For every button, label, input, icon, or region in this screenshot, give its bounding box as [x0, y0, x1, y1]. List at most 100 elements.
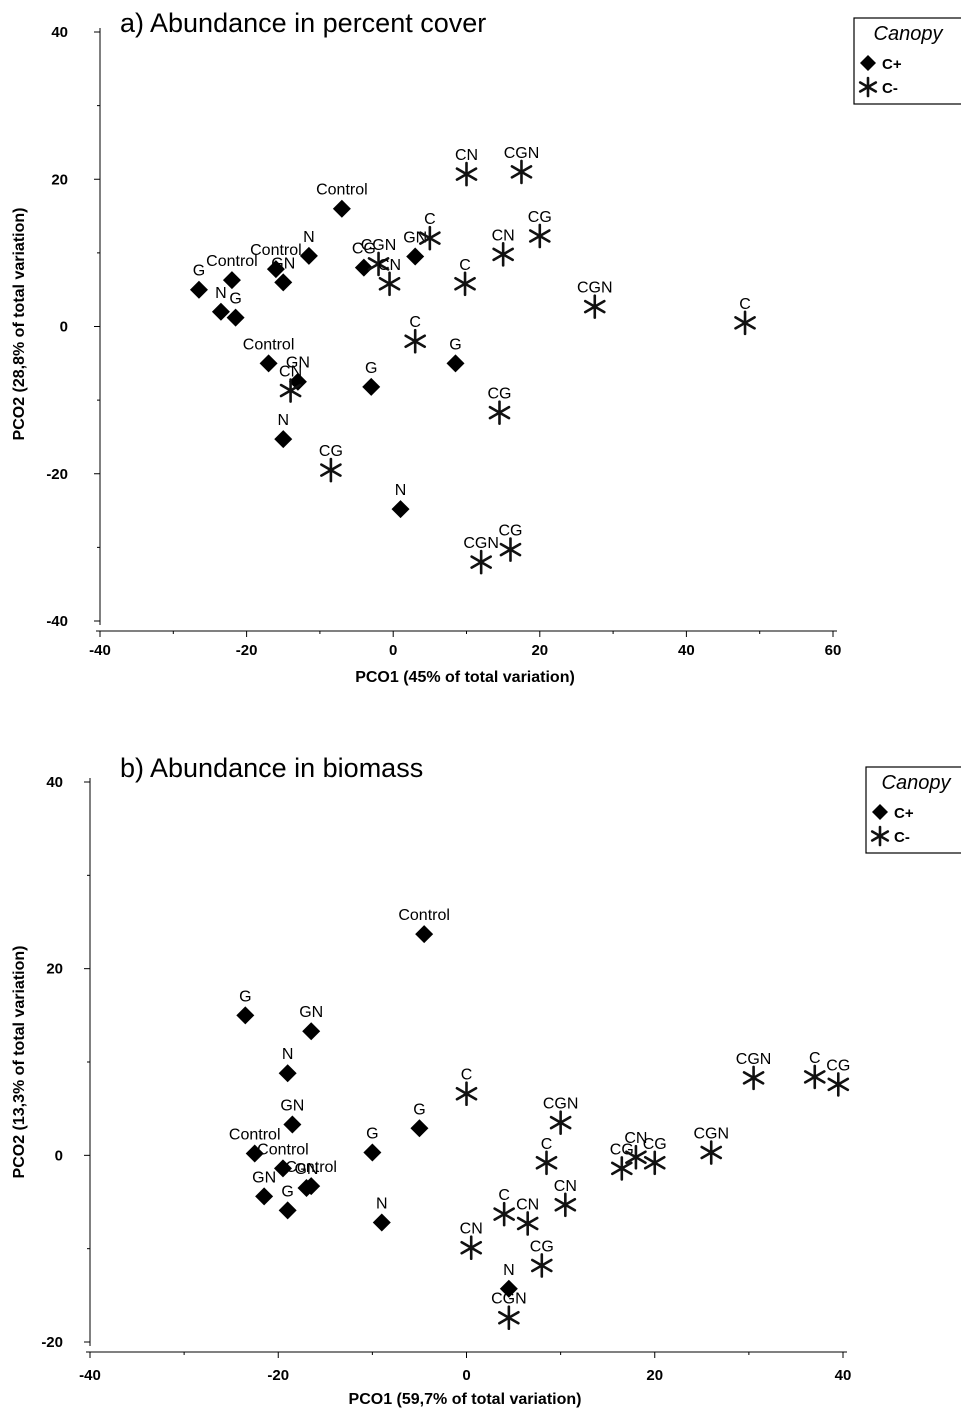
data-label: GN [403, 230, 427, 247]
y-tick-label: 20 [51, 171, 68, 188]
data-label: G [193, 263, 205, 280]
data-point [499, 537, 522, 562]
data-point [404, 328, 427, 354]
data-label: CG [643, 1136, 667, 1153]
data-point [189, 280, 208, 299]
data-point [499, 1279, 518, 1298]
legend-entry: C- [882, 80, 898, 97]
data-point [803, 1064, 826, 1090]
chart-title: b) Abundance in biomass [120, 753, 423, 783]
data-point [734, 310, 756, 336]
data-point [302, 1022, 321, 1041]
data-label: C [739, 296, 751, 313]
series-Cplus: ControlGGNNGNControlControlControlGNGNGG… [229, 907, 518, 1298]
data-point [554, 1192, 577, 1218]
data-label: Control [398, 907, 450, 924]
x-tick-label: 0 [462, 1367, 470, 1384]
data-point [516, 1211, 539, 1236]
data-label: CN [516, 1196, 539, 1213]
data-label: CGN [463, 535, 499, 552]
data-point [362, 377, 381, 396]
data-label: CG [530, 1238, 554, 1255]
data-point [320, 457, 342, 483]
data-label: CGN [543, 1096, 579, 1113]
data-point [700, 1140, 723, 1165]
data-point [274, 430, 293, 449]
data-point [255, 1187, 274, 1206]
data-point [455, 1081, 478, 1107]
data-label: Control [229, 1126, 281, 1143]
data-label: CGN [491, 1291, 527, 1308]
data-label: N [503, 1262, 515, 1279]
legend-asterisk-icon [870, 825, 890, 847]
data-label: CGN [577, 280, 613, 297]
data-label: G [365, 360, 377, 377]
data-point [236, 1006, 255, 1025]
data-label: CG [319, 443, 343, 460]
data-point [363, 1143, 382, 1162]
y-tick-label: -20 [46, 466, 68, 483]
data-point [530, 1253, 553, 1278]
data-label: CG [826, 1057, 850, 1074]
data-point [492, 242, 514, 267]
x-tick-label: 0 [389, 642, 397, 659]
y-tick-label: 20 [46, 961, 63, 978]
data-label: N [215, 285, 227, 302]
data-point [283, 1115, 302, 1134]
data-label: G [239, 988, 251, 1005]
data-label: CN [492, 227, 515, 244]
data-point [332, 199, 351, 218]
data-label: G [413, 1101, 425, 1118]
data-label: CN [460, 1221, 483, 1238]
data-label: Control [206, 253, 258, 270]
legend-entry: C- [894, 829, 910, 846]
data-label: G [366, 1126, 378, 1143]
data-label: CN [624, 1130, 647, 1147]
data-point [742, 1065, 765, 1091]
data-point [643, 1150, 666, 1176]
data-label: N [303, 229, 315, 246]
data-point [372, 1213, 391, 1232]
data-label: CG [528, 209, 552, 226]
x-tick-label: -40 [79, 1367, 101, 1384]
data-point [410, 1119, 429, 1138]
data-label: GN [294, 1161, 318, 1178]
legend-title: Canopy [874, 23, 944, 45]
x-tick-label: 20 [646, 1367, 663, 1384]
y-tick-label: -40 [46, 613, 68, 630]
data-point [827, 1072, 850, 1097]
data-label: CG [352, 241, 376, 258]
data-point [510, 159, 533, 185]
data-point [274, 273, 293, 292]
data-point [367, 251, 390, 277]
data-point [528, 223, 551, 249]
data-label: Control [285, 1159, 337, 1176]
data-point [299, 246, 318, 265]
data-point [266, 260, 285, 279]
y-tick-label: 0 [60, 319, 68, 336]
data-point [415, 925, 434, 944]
data-label: G [449, 336, 461, 353]
data-point [549, 1110, 572, 1135]
data-label: CG [610, 1141, 634, 1158]
legend-title: Canopy [882, 772, 952, 794]
data-point [297, 1179, 316, 1197]
data-label: C [459, 257, 471, 274]
data-label: C [461, 1067, 473, 1084]
data-point [279, 378, 302, 403]
data-label: C [424, 211, 436, 228]
data-point [446, 354, 465, 373]
x-tick-label: -20 [236, 642, 258, 659]
y-tick-label: 40 [46, 774, 63, 791]
data-label: N [277, 412, 289, 429]
x-axis-label: PCO1 (59,7% of total variation) [349, 1391, 582, 1408]
x-tick-label: 40 [678, 642, 695, 659]
data-label: CG [487, 386, 511, 403]
data-label: C [409, 314, 421, 331]
data-label: Control [250, 242, 302, 259]
data-label: G [229, 291, 241, 308]
data-label: CGN [693, 1126, 729, 1143]
data-point [493, 1201, 515, 1227]
data-point [259, 354, 278, 373]
data-label: CN [554, 1178, 577, 1195]
